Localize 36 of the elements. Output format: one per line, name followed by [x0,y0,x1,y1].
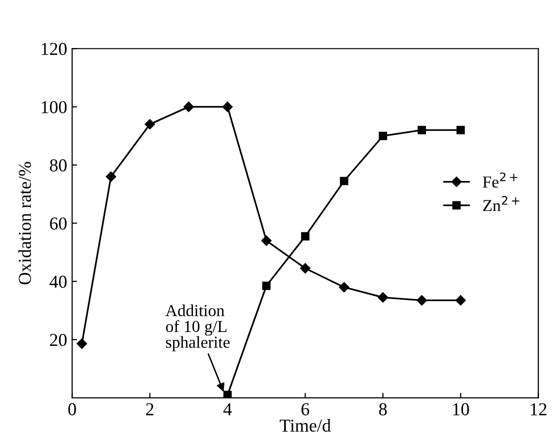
point [456,126,465,134]
x-tick-label: 4 [223,403,232,416]
legend-label: Fe$^{2+}$ [482,172,518,188]
y-tick-label: 20 [50,334,67,346]
legend-label: Zn$^{2+}$ [483,196,520,212]
y-tick-label: 40 [50,276,67,288]
x-tick-label: 2 [146,403,154,416]
point [262,282,271,290]
point [338,282,350,292]
y-axis-title: Oxidation rate/% [18,162,32,284]
x-tick-label: 10 [453,403,469,416]
y-tick-label: 60 [50,217,67,230]
point [340,176,348,186]
y-tick-label: 120 [42,42,67,56]
point [418,126,426,134]
y-tick-label: 100 [42,101,67,114]
point [416,295,427,306]
point [223,390,232,398]
y-tick-label: 80 [50,159,67,172]
x-tick-label: 12 [530,403,546,416]
x-tick-label: 0 [68,403,76,416]
point [300,263,310,274]
annotation: Addition of 10 g/L sphalerite [166,304,230,352]
point [301,232,310,240]
x-axis-title: Time/d [280,419,331,432]
point [76,338,87,349]
x-tick-label: 8 [379,403,387,416]
point [378,132,388,140]
point [378,292,388,303]
point [184,102,194,112]
point [261,236,272,246]
point [144,119,155,130]
x-tick-label: 6 [302,403,310,416]
point [456,295,466,306]
point [106,172,116,182]
point [222,102,233,112]
